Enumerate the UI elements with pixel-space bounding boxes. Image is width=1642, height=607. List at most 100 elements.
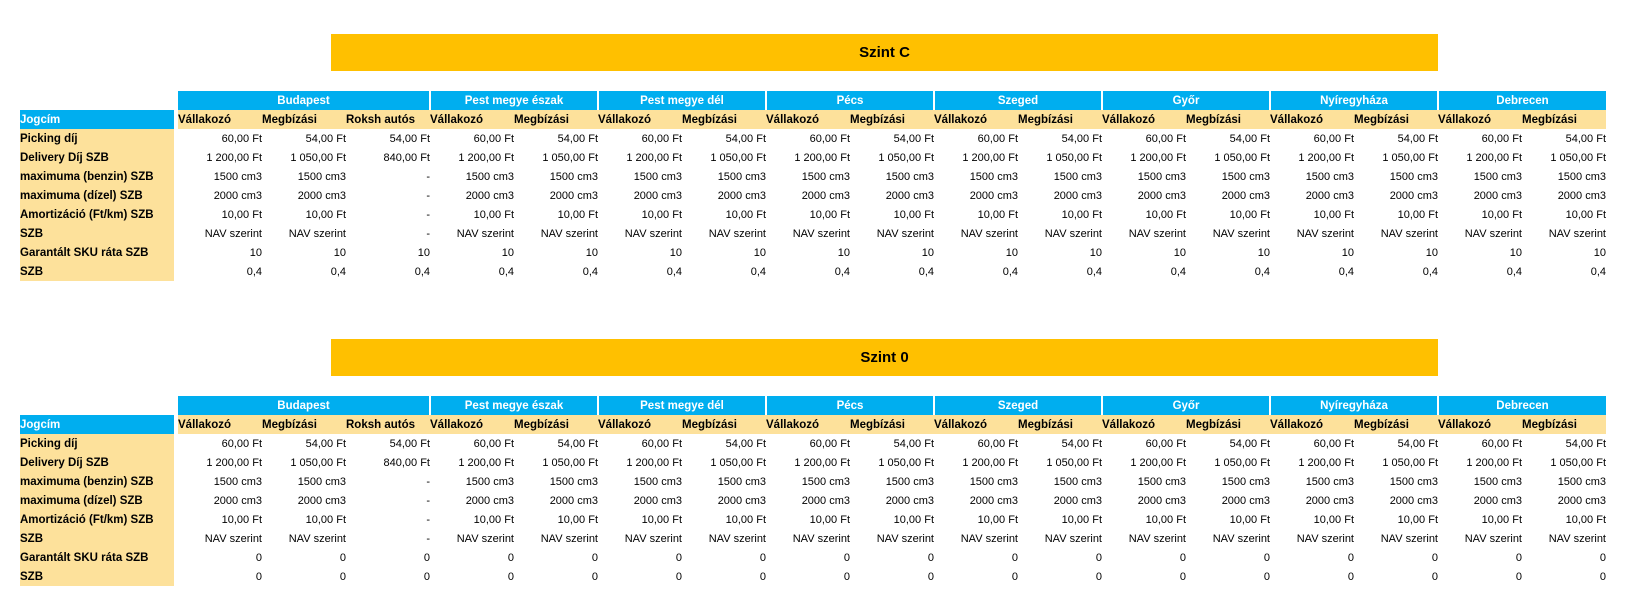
data-cell[interactable]: 10,00 Ft [178,205,262,224]
data-cell[interactable]: 10 [1438,243,1522,262]
data-cell[interactable]: 1500 cm3 [178,167,262,186]
data-cell[interactable]: 0 [514,548,598,567]
data-cell[interactable]: 1 050,00 Ft [1018,148,1102,167]
data-cell[interactable]: 1 200,00 Ft [430,453,514,472]
data-cell[interactable]: 10,00 Ft [1018,510,1102,529]
data-cell[interactable]: 60,00 Ft [598,129,682,148]
data-cell[interactable]: NAV szerint [178,224,262,243]
data-cell[interactable]: 10,00 Ft [262,205,346,224]
data-cell[interactable]: NAV szerint [1354,529,1438,548]
data-cell[interactable]: 10,00 Ft [766,510,850,529]
row-label[interactable]: Delivery Díj SZB [20,148,174,167]
column-header[interactable]: Megbízási [1018,415,1102,434]
data-cell[interactable]: NAV szerint [1438,529,1522,548]
data-cell[interactable]: 10 [1270,243,1354,262]
data-cell[interactable]: NAV szerint [1186,529,1270,548]
data-cell[interactable]: 10,00 Ft [598,510,682,529]
data-cell[interactable]: 10,00 Ft [1438,205,1522,224]
data-cell[interactable]: 0 [1018,567,1102,586]
data-cell[interactable]: 0 [1522,567,1606,586]
data-cell[interactable]: 1 200,00 Ft [178,148,262,167]
data-cell[interactable]: 1 200,00 Ft [1102,148,1186,167]
data-cell[interactable]: 1500 cm3 [1186,167,1270,186]
data-cell[interactable]: 2000 cm3 [598,491,682,510]
data-cell[interactable]: 10,00 Ft [1102,510,1186,529]
data-cell[interactable]: NAV szerint [1018,224,1102,243]
column-header[interactable]: Vállakozó [430,110,514,129]
row-label[interactable]: Delivery Díj SZB [20,453,174,472]
city-group-header[interactable]: Nyíregyháza [1269,91,1438,110]
data-cell[interactable]: 2000 cm3 [178,186,262,205]
column-header[interactable]: Megbízási [514,415,598,434]
data-cell[interactable]: 54,00 Ft [514,129,598,148]
data-cell[interactable]: 10,00 Ft [1522,205,1606,224]
city-group-header[interactable]: Pest megye észak [429,91,598,110]
data-cell[interactable]: 0 [1186,548,1270,567]
data-cell[interactable]: 0 [430,567,514,586]
data-cell[interactable]: 0 [1018,548,1102,567]
data-cell[interactable]: 60,00 Ft [598,434,682,453]
data-cell[interactable]: 60,00 Ft [934,129,1018,148]
data-cell[interactable]: 10,00 Ft [1186,205,1270,224]
data-cell[interactable]: 1 050,00 Ft [1354,453,1438,472]
data-cell[interactable]: NAV szerint [178,529,262,548]
data-cell[interactable]: 1 200,00 Ft [1438,148,1522,167]
data-cell[interactable]: 1500 cm3 [514,167,598,186]
data-cell[interactable]: 840,00 Ft [346,148,430,167]
data-cell[interactable]: 1 050,00 Ft [682,148,766,167]
data-cell[interactable]: 0,4 [1438,262,1522,281]
data-cell[interactable]: 10,00 Ft [514,510,598,529]
city-group-header[interactable]: Budapest [178,396,430,415]
data-cell[interactable]: 1500 cm3 [1522,167,1606,186]
data-cell[interactable]: 10,00 Ft [1270,510,1354,529]
data-cell[interactable]: 0,4 [1102,262,1186,281]
column-header[interactable]: Vállakozó [1438,415,1522,434]
data-cell[interactable]: 10 [178,243,262,262]
column-header[interactable]: Megbízási [1186,415,1270,434]
data-cell[interactable]: 1 050,00 Ft [682,453,766,472]
data-cell[interactable]: - [346,491,430,510]
data-cell[interactable]: NAV szerint [1522,529,1606,548]
column-header[interactable]: Megbízási [262,110,346,129]
data-cell[interactable]: 1 050,00 Ft [1522,148,1606,167]
data-cell[interactable]: 0,4 [1354,262,1438,281]
data-cell[interactable]: 2000 cm3 [178,491,262,510]
data-cell[interactable]: 54,00 Ft [1186,434,1270,453]
data-cell[interactable]: NAV szerint [682,224,766,243]
data-cell[interactable]: 54,00 Ft [514,434,598,453]
city-group-header[interactable]: Pécs [765,91,934,110]
data-cell[interactable]: - [346,510,430,529]
data-cell[interactable]: 2000 cm3 [766,491,850,510]
data-cell[interactable]: 0 [850,548,934,567]
data-cell[interactable]: NAV szerint [430,224,514,243]
city-group-header[interactable]: Szeged [933,396,1102,415]
data-cell[interactable]: 2000 cm3 [850,186,934,205]
data-cell[interactable]: NAV szerint [262,529,346,548]
data-cell[interactable]: 0 [1438,567,1522,586]
data-cell[interactable]: 1500 cm3 [934,167,1018,186]
row-label[interactable]: Picking díj [20,434,174,453]
data-cell[interactable]: 0 [1354,567,1438,586]
city-group-header[interactable]: Szeged [933,91,1102,110]
data-cell[interactable]: 60,00 Ft [1102,129,1186,148]
data-cell[interactable]: 0 [346,548,430,567]
data-cell[interactable]: 1 200,00 Ft [178,453,262,472]
data-cell[interactable]: 1500 cm3 [682,472,766,491]
data-cell[interactable]: 1500 cm3 [430,167,514,186]
data-cell[interactable]: 10,00 Ft [598,205,682,224]
data-cell[interactable]: 10,00 Ft [178,510,262,529]
column-header[interactable]: Megbízási [682,415,766,434]
data-cell[interactable]: 10 [1186,243,1270,262]
data-cell[interactable]: 0,4 [934,262,1018,281]
data-cell[interactable]: 1 050,00 Ft [514,453,598,472]
data-cell[interactable]: 54,00 Ft [1522,129,1606,148]
data-cell[interactable]: 0 [1354,548,1438,567]
data-cell[interactable]: 10,00 Ft [430,510,514,529]
data-cell[interactable]: 1 050,00 Ft [1186,453,1270,472]
data-cell[interactable]: 10,00 Ft [1438,510,1522,529]
data-cell[interactable]: 1500 cm3 [178,472,262,491]
section-title-banner[interactable]: Szint C [331,34,1438,71]
data-cell[interactable]: 10 [682,243,766,262]
row-label[interactable]: SZB [20,567,174,586]
data-cell[interactable]: 1 200,00 Ft [766,453,850,472]
